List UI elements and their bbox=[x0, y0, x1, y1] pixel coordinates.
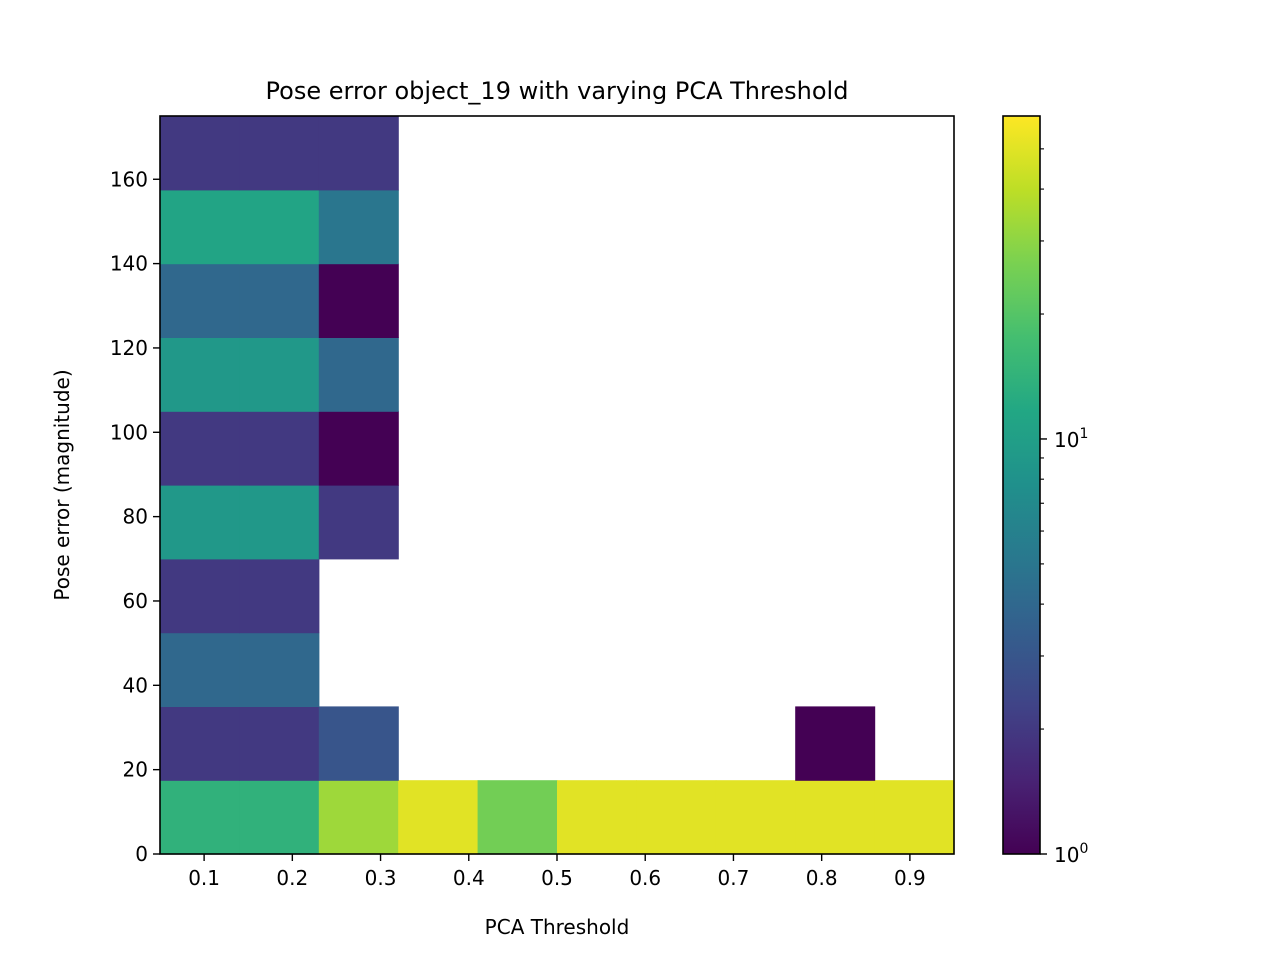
colorbar-tick-label: 100 bbox=[1054, 841, 1088, 867]
heatmap-cell bbox=[160, 411, 240, 486]
heatmap-cell bbox=[160, 116, 240, 191]
heatmap-cell bbox=[239, 706, 320, 781]
x-tick-label: 0.7 bbox=[718, 866, 750, 890]
x-axis-label: PCA Threshold bbox=[485, 915, 630, 939]
heatmap-cell bbox=[874, 780, 955, 855]
heatmap-cell bbox=[239, 485, 320, 560]
heatmap-cell bbox=[160, 780, 240, 855]
x-tick-label: 0.6 bbox=[629, 866, 661, 890]
x-axis-ticks: 0.1 0.2 0.3 0.4 0.5 0.6 0.7 0.8 0.9 bbox=[188, 854, 926, 890]
heatmap-cell bbox=[160, 337, 240, 412]
chart-title: Pose error object_19 with varying PCA Th… bbox=[266, 77, 849, 105]
heatmap-cell bbox=[318, 263, 399, 338]
x-tick-label: 0.3 bbox=[365, 866, 397, 890]
heatmap-cell bbox=[715, 780, 796, 855]
heatmap-cell bbox=[160, 632, 240, 707]
heatmap-cell bbox=[160, 189, 240, 265]
heatmap-cell bbox=[318, 780, 399, 855]
y-tick-label: 140 bbox=[110, 252, 148, 276]
heatmap-cell bbox=[239, 189, 320, 265]
y-axis-ticks: 0 20 40 60 80 100 120 140 160 bbox=[110, 167, 160, 866]
heatmap-cell bbox=[239, 780, 320, 855]
y-tick-label: 0 bbox=[135, 842, 148, 866]
x-tick-label: 0.1 bbox=[188, 866, 220, 890]
y-tick-label: 160 bbox=[110, 167, 148, 191]
heatmap-cell bbox=[160, 263, 240, 338]
heatmap-cell bbox=[239, 337, 320, 412]
x-tick-label: 0.5 bbox=[541, 866, 573, 890]
heatmap-cell bbox=[318, 116, 399, 191]
heatmap-cell bbox=[160, 485, 240, 560]
heatmap-cell bbox=[636, 780, 717, 855]
heatmap-cell bbox=[795, 706, 876, 781]
heatmap-cell bbox=[160, 706, 240, 781]
heatmap-cell bbox=[318, 485, 399, 560]
heatmap-cell bbox=[318, 706, 399, 781]
heatmap-cell bbox=[795, 780, 876, 855]
x-tick-label: 0.9 bbox=[894, 866, 926, 890]
y-tick-label: 40 bbox=[123, 673, 148, 697]
y-tick-label: 60 bbox=[123, 589, 148, 613]
x-tick-label: 0.8 bbox=[806, 866, 838, 890]
heatmap-cell bbox=[239, 263, 320, 338]
heatmap-cell bbox=[477, 780, 558, 855]
colorbar bbox=[1002, 115, 1041, 855]
heatmap-cell bbox=[318, 337, 399, 412]
y-tick-label: 100 bbox=[110, 420, 148, 444]
heatmap-cell bbox=[318, 411, 399, 486]
y-axis-label: Pose error (magnitude) bbox=[50, 369, 74, 600]
colorbar-ticks: 100 101 bbox=[1040, 148, 1088, 867]
heatmap-cell bbox=[239, 558, 320, 634]
heatmap-cell bbox=[239, 116, 320, 191]
y-tick-label: 20 bbox=[123, 758, 148, 782]
y-tick-label: 80 bbox=[123, 505, 148, 529]
heatmap-cell bbox=[160, 558, 240, 634]
x-tick-label: 0.2 bbox=[276, 866, 308, 890]
heatmap-cells bbox=[160, 116, 955, 855]
heatmap-cell bbox=[318, 189, 399, 265]
heatmap-cell bbox=[239, 411, 320, 486]
heatmap-cell bbox=[239, 632, 320, 707]
y-tick-label: 120 bbox=[110, 336, 148, 360]
heatmap-cell bbox=[557, 780, 637, 855]
x-tick-label: 0.4 bbox=[453, 866, 485, 890]
heatmap-cell bbox=[398, 780, 479, 855]
colorbar-tick-label: 101 bbox=[1054, 426, 1088, 452]
